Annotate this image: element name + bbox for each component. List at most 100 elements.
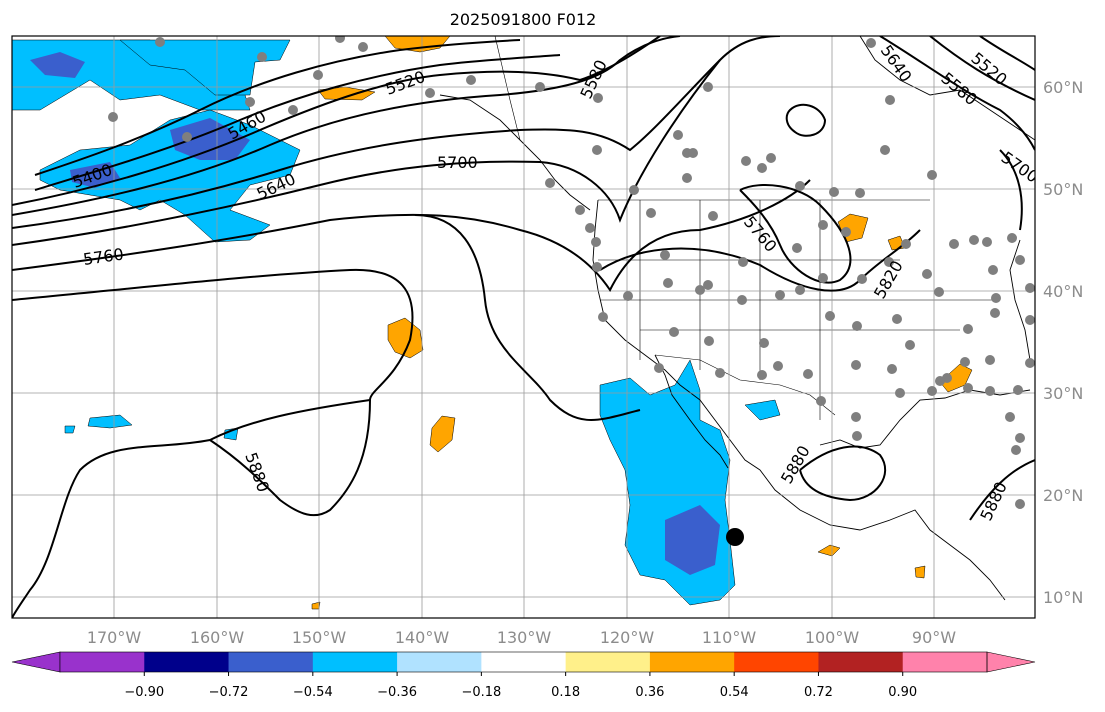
station-dot xyxy=(1007,233,1017,243)
contour-5820 xyxy=(599,229,921,292)
station-dot xyxy=(1015,255,1025,265)
station-dot xyxy=(960,357,970,367)
storm-center-marker xyxy=(726,528,744,546)
blue-field-sonora xyxy=(744,399,781,421)
station-dot xyxy=(841,227,851,237)
lon-label-7: 110°W xyxy=(702,628,757,647)
orange-field-top xyxy=(384,36,451,53)
station-dot xyxy=(585,223,595,233)
station-dot xyxy=(1025,315,1035,325)
contour-5580 xyxy=(12,36,681,216)
station-dot xyxy=(673,130,683,140)
station-dot xyxy=(795,181,805,191)
station-dot xyxy=(927,170,937,180)
station-dot xyxy=(682,173,692,183)
station-dot xyxy=(775,290,785,300)
contour-label-7: 5700 xyxy=(437,153,478,172)
station-dot xyxy=(887,364,897,374)
orange-field-pac1 xyxy=(387,317,424,359)
contour-high-ne xyxy=(879,36,1035,151)
contour-5520 xyxy=(12,36,661,206)
station-dot xyxy=(358,42,368,52)
station-dot xyxy=(629,185,639,195)
station-dot xyxy=(880,145,890,155)
lon-label-3: 150°W xyxy=(292,628,347,647)
station-dot xyxy=(688,148,698,158)
station-dot xyxy=(934,287,944,297)
station-dot xyxy=(1011,445,1021,455)
coast-gulf xyxy=(819,389,1031,449)
station-dot xyxy=(985,386,995,396)
station-dot xyxy=(963,383,973,393)
colorbar-tick-label: 0.72 xyxy=(804,685,833,700)
station-dot xyxy=(708,211,718,221)
station-dot xyxy=(982,237,992,247)
station-dot xyxy=(825,311,835,321)
orange-field-camerica xyxy=(817,544,841,557)
station-dot xyxy=(703,82,713,92)
station-dot xyxy=(818,220,828,230)
coast-baja xyxy=(654,354,729,469)
station-dot xyxy=(737,295,747,305)
station-dot xyxy=(1013,385,1023,395)
colorbar-bin xyxy=(397,652,482,672)
station-dot xyxy=(818,273,828,283)
station-dot xyxy=(598,312,608,322)
station-dot xyxy=(852,431,862,441)
station-dot xyxy=(963,324,973,334)
colorbar-bin xyxy=(60,652,145,672)
station-dot xyxy=(766,153,776,163)
shaded-fields xyxy=(12,36,973,610)
station-dot xyxy=(654,363,664,373)
lat-label-2: 50°N xyxy=(1043,180,1083,199)
station-dot xyxy=(591,237,601,247)
station-dot xyxy=(1025,358,1035,368)
station-dot xyxy=(935,376,945,386)
station-dot xyxy=(288,105,298,115)
station-dot xyxy=(335,36,345,43)
colorbar-bin xyxy=(228,652,314,672)
station-dot xyxy=(669,327,679,337)
station-dot xyxy=(155,37,165,47)
contour-5880-mex xyxy=(799,445,887,502)
station-dot xyxy=(108,112,118,122)
station-dot xyxy=(592,145,602,155)
colorbar-tick-label: 0.54 xyxy=(720,685,749,700)
colorbar: −0.90 −0.72 −0.54 −0.36 −0.18 0.18 0.36 0.54 0.7… xyxy=(11,651,1036,700)
station-dot xyxy=(988,265,998,275)
station-dot xyxy=(757,163,767,173)
station-dot xyxy=(1025,283,1035,293)
station-dot xyxy=(803,369,813,379)
colorbar-extend-high xyxy=(986,651,1036,673)
map-frame xyxy=(11,35,1036,619)
lon-label-8: 100°W xyxy=(805,628,860,647)
contour-5400 xyxy=(34,39,521,176)
station-dot xyxy=(829,187,839,197)
station-dot xyxy=(969,235,979,245)
border-us-mexico xyxy=(654,354,836,416)
colorbar-tick-label: −0.90 xyxy=(124,685,164,700)
lon-label-4: 140°W xyxy=(395,628,450,647)
station-dot xyxy=(738,257,748,267)
contour-5880a xyxy=(12,268,414,618)
station-dot xyxy=(795,285,805,295)
station-dot xyxy=(425,88,435,98)
station-dot xyxy=(1015,499,1025,509)
colorbar-bin xyxy=(144,652,230,672)
darkblue-field-2 xyxy=(170,118,250,160)
border-alaska xyxy=(494,36,521,141)
station-dot xyxy=(575,205,585,215)
orange-field-camerica2 xyxy=(914,565,926,579)
station-dot xyxy=(990,308,1000,318)
station-dot xyxy=(535,82,545,92)
colorbar-tick-label: −0.54 xyxy=(293,685,333,700)
station-dot xyxy=(313,70,323,80)
station-dot xyxy=(466,75,476,85)
station-dot xyxy=(182,132,192,142)
station-dot xyxy=(545,178,555,188)
map-title: 2025091800 F012 xyxy=(449,10,597,29)
lat-label-5: 20°N xyxy=(1043,486,1083,505)
blue-field-gulf xyxy=(119,39,291,96)
blue-field-pac1 xyxy=(87,414,133,429)
